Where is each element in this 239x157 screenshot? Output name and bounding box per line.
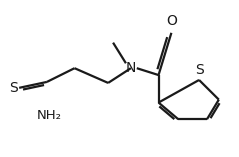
Text: S: S (195, 63, 203, 77)
Text: S: S (10, 81, 18, 95)
Text: NH₂: NH₂ (36, 109, 61, 122)
Text: N: N (126, 61, 136, 75)
Text: O: O (166, 14, 177, 28)
